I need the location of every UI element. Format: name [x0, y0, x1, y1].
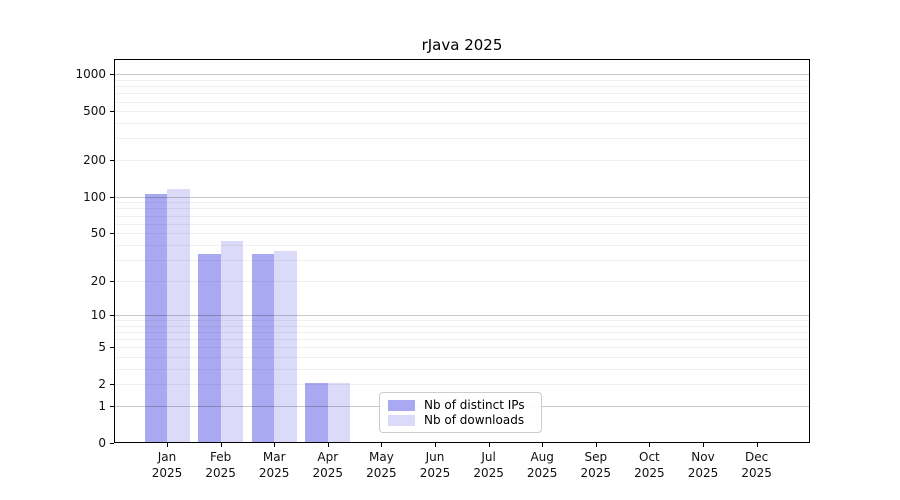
y-gridline-minor: [115, 93, 809, 95]
y-tick-label: 1000: [75, 67, 106, 82]
legend-item-distinct-ips: Nb of distinct IPs: [388, 398, 532, 412]
y-gridline-minor: [115, 384, 809, 386]
x-tick-label-feb: Feb 2025: [205, 450, 236, 480]
legend-swatch-downloads: [388, 414, 415, 426]
y-gridline-minor: [115, 101, 809, 103]
plot-area: [114, 59, 810, 443]
x-tick-label-jun: Jun 2025: [419, 450, 451, 480]
y-gridline-minor: [115, 369, 809, 370]
x-tick-label-mar: Mar 2025: [258, 450, 290, 480]
y-gridline-minor: [115, 233, 809, 235]
legend-swatch-distinct-ips: [388, 399, 415, 411]
y-tick-label: 1: [98, 399, 106, 413]
bar-downloads-jan: [167, 189, 190, 442]
y-gridline-minor: [115, 244, 809, 246]
x-tick-label-jul: Jul 2025: [473, 450, 504, 480]
y-gridline-minor: [115, 259, 809, 261]
bar-downloads-apr: [327, 383, 351, 442]
x-tick-mark: [595, 443, 597, 447]
y-gridline-minor: [115, 325, 809, 327]
y-gridline-major: [115, 315, 809, 316]
y-gridline-minor: [115, 280, 809, 282]
x-tick-label-oct: Oct 2025: [634, 450, 665, 480]
bar-downloads-feb: [220, 241, 244, 442]
y-tick-label: 5: [98, 340, 106, 355]
x-tick-mark: [167, 443, 168, 447]
legend: Nb of distinct IPs Nb of downloads: [379, 392, 542, 433]
y-tick-label: 500: [83, 104, 106, 119]
y-gridline-major: [115, 196, 809, 198]
y-gridline-minor: [115, 123, 809, 125]
y-tick-label: 10: [90, 308, 106, 322]
y-tick-label: 100: [83, 189, 106, 204]
y-gridline-minor: [115, 202, 809, 204]
legend-item-downloads: Nb of downloads: [388, 413, 532, 427]
x-tick-mark: [703, 443, 704, 447]
y-gridline-minor: [115, 111, 809, 113]
y-tick-label: 2: [98, 377, 106, 392]
y-gridline-minor: [115, 339, 809, 341]
y-gridline-minor: [115, 86, 809, 88]
y-gridline-minor: [115, 320, 809, 322]
legend-label-distinct-ips: Nb of distinct IPs: [424, 398, 525, 412]
chart-title: rJava 2025: [421, 36, 503, 54]
x-tick-label-dec: Dec 2025: [741, 450, 772, 480]
x-tick-mark: [274, 443, 276, 447]
bar-distinct-ips-apr: [305, 383, 328, 442]
x-tick-mark: [220, 443, 222, 447]
y-tick-label: 0: [98, 436, 106, 450]
bar-distinct-ips-feb: [198, 253, 221, 442]
y-tick-label: 20: [90, 273, 106, 288]
legend-label-downloads: Nb of downloads: [424, 413, 525, 427]
y-gridline-major: [115, 74, 809, 76]
x-tick-mark: [381, 443, 383, 447]
y-gridline-minor: [115, 357, 809, 359]
y-gridline-minor: [115, 332, 809, 333]
y-tick-label: 50: [90, 226, 106, 241]
y-gridline-minor: [115, 223, 809, 225]
y-gridline-minor: [115, 347, 809, 349]
x-tick-mark: [756, 443, 758, 447]
bar-distinct-ips-mar: [251, 253, 275, 442]
x-tick-mark: [435, 443, 436, 447]
bars-layer: [115, 60, 809, 442]
x-tick-label-nov: Nov 2025: [687, 450, 719, 480]
x-tick-label-may: May 2025: [366, 450, 397, 480]
y-gridline-minor: [115, 159, 809, 161]
y-tick-mark: [110, 443, 114, 444]
bar-distinct-ips-jan: [144, 194, 167, 442]
grid-layer: [115, 60, 809, 442]
x-tick-label-aug: Aug 2025: [526, 450, 558, 480]
bar-downloads-mar: [274, 250, 297, 442]
x-tick-mark: [649, 443, 651, 447]
y-gridline-minor: [115, 79, 809, 81]
y-tick-label: 200: [83, 152, 106, 167]
y-gridline-minor: [115, 208, 809, 210]
x-tick-label-apr: Apr 2025: [312, 450, 344, 480]
x-tick-label-jan: Jan 2025: [151, 450, 183, 480]
x-tick-label-sep: Sep 2025: [580, 450, 612, 480]
y-gridline-minor: [115, 215, 809, 217]
x-tick-mark: [542, 443, 544, 447]
x-tick-mark: [327, 443, 329, 447]
x-tick-mark: [488, 443, 490, 447]
y-gridline-minor: [115, 138, 809, 140]
